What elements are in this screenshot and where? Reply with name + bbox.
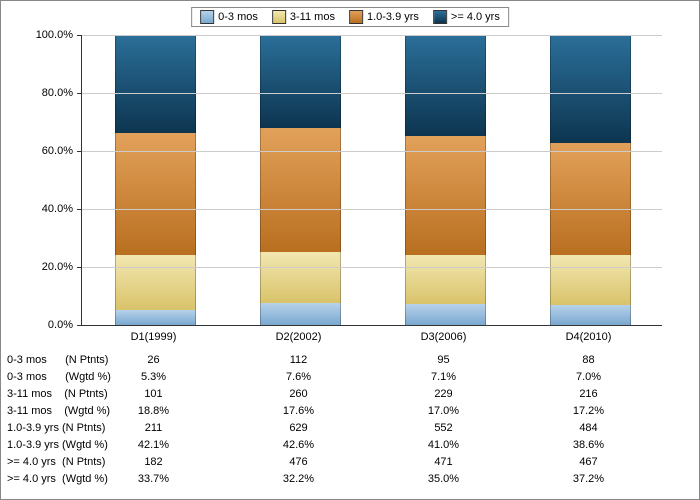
table-cell: 88 [516, 354, 661, 366]
y-tick-label: 0.0% [13, 319, 73, 331]
table-cell: 17.0% [371, 405, 516, 417]
plot-area [81, 35, 662, 326]
x-category-label: D2(2002) [226, 331, 371, 343]
table-cell: 35.0% [371, 473, 516, 485]
table-cell: 95 [371, 354, 516, 366]
table-cell: 37.2% [516, 473, 661, 485]
grid-line [82, 209, 662, 210]
table-row: >= 4.0 yrs (Wgtd %)33.7%32.2%35.0%37.2% [1, 470, 700, 487]
legend-item: >= 4.0 yrs [433, 10, 500, 24]
bar-segment [550, 35, 632, 143]
legend-swatch [433, 10, 447, 24]
table-row: 1.0-3.9 yrs (Wgtd %)42.1%42.6%41.0%38.6% [1, 436, 700, 453]
grid-line [82, 151, 662, 152]
legend: 0-3 mos 3-11 mos 1.0-3.9 yrs >= 4.0 yrs [191, 7, 509, 27]
bar-segment [115, 255, 197, 310]
table-cell: 7.0% [516, 371, 661, 383]
table-cell: 33.7% [81, 473, 226, 485]
table-cell: 467 [516, 456, 661, 468]
legend-swatch [200, 10, 214, 24]
table-cell: 629 [226, 422, 371, 434]
y-tick-mark [77, 93, 82, 94]
table-row: 3-11 mos (Wgtd %)18.8%17.6%17.0%17.2% [1, 402, 700, 419]
table-cell: 17.6% [226, 405, 371, 417]
y-tick-label: 100.0% [13, 29, 73, 41]
bar-segment [550, 305, 632, 325]
table-cell: 229 [371, 388, 516, 400]
table-cell: 7.1% [371, 371, 516, 383]
bar [550, 35, 630, 325]
table-row: 0-3 mos (Wgtd %)5.3%7.6%7.1%7.0% [1, 368, 700, 385]
bar-segment [550, 255, 632, 305]
x-category-label: D1(1999) [81, 331, 226, 343]
y-tick-label: 60.0% [13, 145, 73, 157]
bar-segment [405, 304, 487, 325]
bars-layer [82, 35, 662, 325]
chart-frame: 0-3 mos 3-11 mos 1.0-3.9 yrs >= 4.0 yrs 0-3… [0, 0, 700, 500]
bar-segment [550, 143, 632, 255]
table-cell: 471 [371, 456, 516, 468]
bar-segment [115, 310, 197, 325]
table-cell: 182 [81, 456, 226, 468]
legend-item: 0-3 mos [200, 10, 258, 24]
table-cell: 18.8% [81, 405, 226, 417]
table-cell: 216 [516, 388, 661, 400]
table-row: 3-11 mos (N Ptnts)101260229216 [1, 385, 700, 402]
bar [260, 35, 340, 325]
legend-label: 1.0-3.9 yrs [367, 11, 419, 23]
grid-line [82, 93, 662, 94]
legend-swatch [272, 10, 286, 24]
x-category-label: D4(2010) [516, 331, 661, 343]
table-cell: 41.0% [371, 439, 516, 451]
table-cell: 32.2% [226, 473, 371, 485]
bar-segment [405, 35, 487, 136]
table-cell: 101 [81, 388, 226, 400]
grid-line [82, 35, 662, 36]
table-cell: 42.6% [226, 439, 371, 451]
table-cell: 552 [371, 422, 516, 434]
bar-segment [405, 255, 487, 304]
y-tick-mark [77, 325, 82, 326]
data-table: 0-3 mos (N Ptnts)2611295880-3 mos (Wgtd … [1, 351, 700, 487]
table-cell: 112 [226, 354, 371, 366]
x-category-label: D3(2006) [371, 331, 516, 343]
table-cell: 42.1% [81, 439, 226, 451]
legend-label: >= 4.0 yrs [451, 11, 500, 23]
legend-label: 3-11 mos [290, 11, 335, 23]
y-tick-mark [77, 35, 82, 36]
table-cell: 7.6% [226, 371, 371, 383]
bar-segment [260, 35, 342, 128]
bar [115, 35, 195, 325]
legend-swatch [349, 10, 363, 24]
table-cell: 260 [226, 388, 371, 400]
y-tick-label: 40.0% [13, 203, 73, 215]
legend-item: 3-11 mos [272, 10, 335, 24]
y-tick-label: 20.0% [13, 261, 73, 273]
table-cell: 17.2% [516, 405, 661, 417]
y-tick-mark [77, 267, 82, 268]
bar-segment [115, 35, 197, 133]
legend-label: 0-3 mos [218, 11, 258, 23]
bar [405, 35, 485, 325]
table-row: 1.0-3.9 yrs (N Ptnts)211629552484 [1, 419, 700, 436]
table-cell: 38.6% [516, 439, 661, 451]
bar-segment [260, 303, 342, 325]
grid-line [82, 267, 662, 268]
legend-item: 1.0-3.9 yrs [349, 10, 419, 24]
table-row: >= 4.0 yrs (N Ptnts)182476471467 [1, 453, 700, 470]
y-tick-mark [77, 209, 82, 210]
bar-segment [260, 128, 342, 252]
table-cell: 476 [226, 456, 371, 468]
table-cell: 26 [81, 354, 226, 366]
bar-segment [260, 252, 342, 303]
table-row: 0-3 mos (N Ptnts)261129588 [1, 351, 700, 368]
table-cell: 211 [81, 422, 226, 434]
y-tick-mark [77, 151, 82, 152]
bar-segment [405, 136, 487, 255]
y-tick-label: 80.0% [13, 87, 73, 99]
table-cell: 484 [516, 422, 661, 434]
table-cell: 5.3% [81, 371, 226, 383]
